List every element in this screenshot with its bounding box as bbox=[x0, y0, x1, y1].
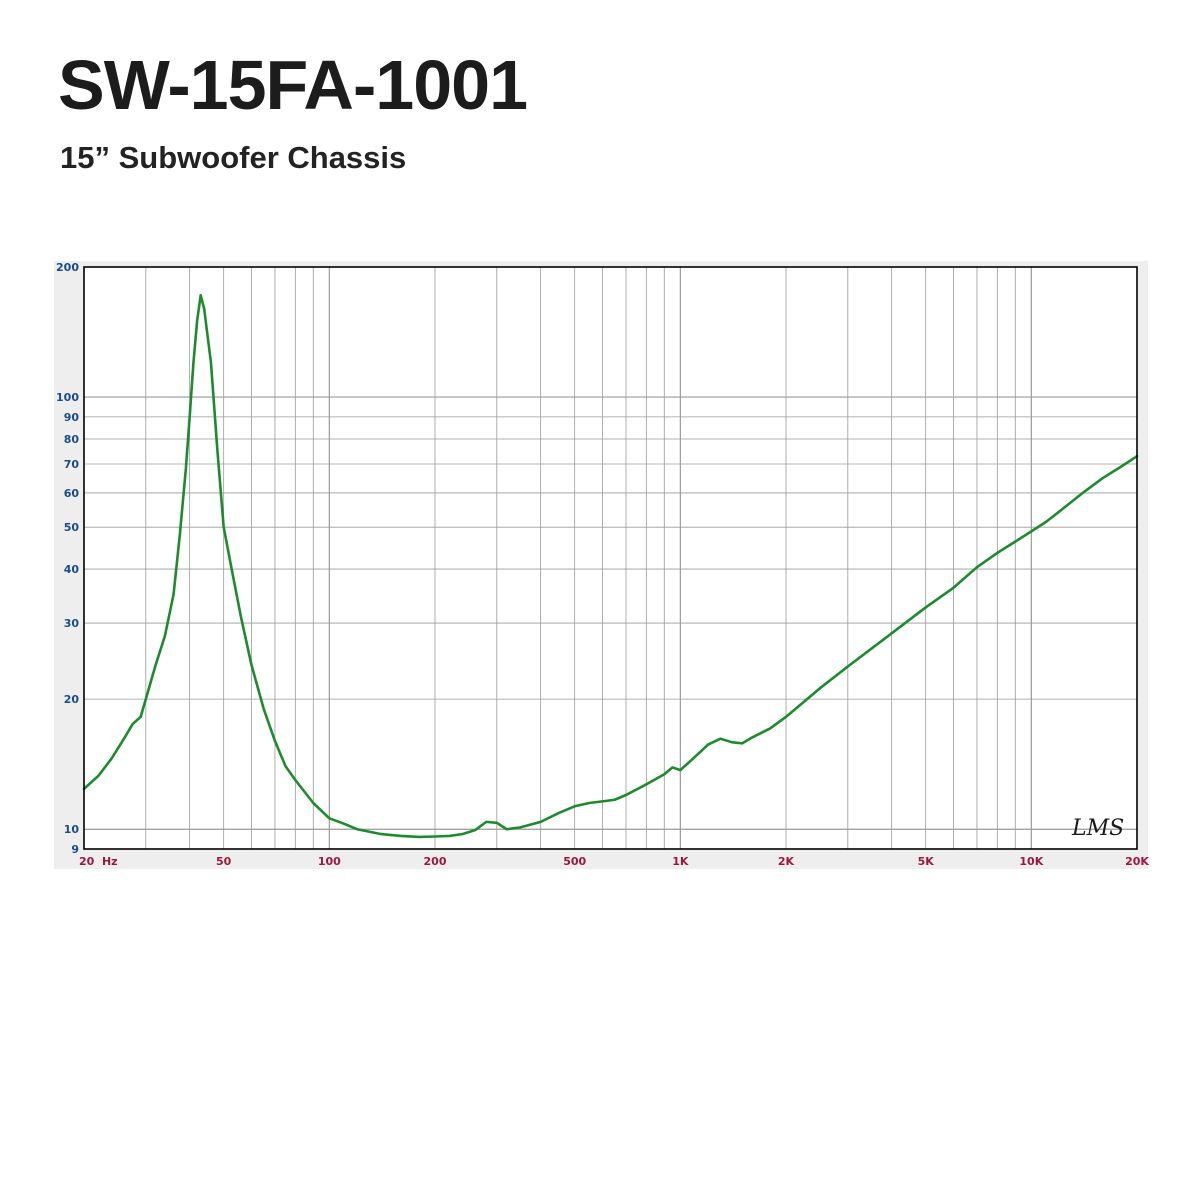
y-tick-label-40: 40 bbox=[64, 563, 80, 576]
y-tick-label-70: 70 bbox=[64, 458, 80, 471]
x-tick-label-20000: 20K bbox=[1125, 855, 1149, 868]
y-tick-label-10: 10 bbox=[64, 823, 80, 836]
x-tick-label-500: 500 bbox=[563, 855, 586, 868]
plot-area bbox=[84, 267, 1137, 849]
x-tick-label-10000: 10K bbox=[1019, 855, 1043, 868]
y-tick-label-20: 20 bbox=[64, 693, 80, 706]
y-tick-label-90: 90 bbox=[64, 411, 80, 424]
x-axis-tick-labels: 20 Hz 50 100 200 500 1K 2K 5K 10K 20K bbox=[79, 855, 1149, 868]
y-tick-label-100: 100 bbox=[56, 391, 79, 404]
grid-lines bbox=[84, 267, 1137, 849]
x-tick-label-1000: 1K bbox=[672, 855, 689, 868]
x-tick-label-5000: 5K bbox=[918, 855, 935, 868]
y-tick-label-9: 9 bbox=[71, 843, 79, 856]
lms-signature: LMS bbox=[1071, 816, 1124, 841]
plot-frame bbox=[83, 266, 1138, 850]
page-subtitle: 15” Subwoofer Chassis bbox=[60, 140, 407, 175]
x-tick-label-20: 20 Hz bbox=[79, 855, 118, 868]
y-tick-label-80: 80 bbox=[64, 433, 80, 446]
impedance-chart: 200 100 90 80 70 60 50 40 30 20 10 9 20 Hz 50 100 200 5… bbox=[0, 250, 1200, 890]
y-axis-tick-labels: 200 100 90 80 70 60 50 40 30 20 10 9 bbox=[56, 261, 79, 856]
x-tick-label-2000: 2K bbox=[778, 855, 795, 868]
x-tick-label-200: 200 bbox=[424, 855, 447, 868]
impedance-curve bbox=[82, 294, 1139, 839]
y-tick-label-30: 30 bbox=[64, 617, 80, 630]
impedance-chart-svg: 200 100 90 80 70 60 50 40 30 20 10 9 20 Hz 50 100 200 5… bbox=[54, 261, 1149, 869]
page-title: SW-15FA-1001 bbox=[58, 46, 528, 124]
x-tick-label-100: 100 bbox=[318, 855, 341, 868]
x-tick-label-50: 50 bbox=[216, 855, 232, 868]
y-tick-label-50: 50 bbox=[64, 521, 80, 534]
y-tick-label-60: 60 bbox=[64, 487, 80, 500]
y-tick-label-200: 200 bbox=[56, 261, 79, 274]
